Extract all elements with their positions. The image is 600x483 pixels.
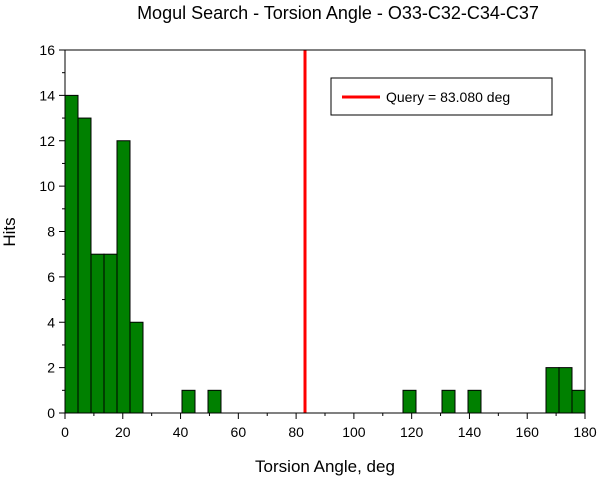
x-tick-label: 120 <box>400 424 424 440</box>
histogram-bar <box>571 389 586 414</box>
histogram-bar <box>64 94 79 414</box>
x-tick-label: 100 <box>342 424 366 440</box>
histogram-bar <box>103 253 118 414</box>
histogram-bar <box>207 389 222 414</box>
y-tick-label: 10 <box>39 178 55 194</box>
histogram-bar <box>441 389 456 414</box>
y-tick-label: 14 <box>39 87 55 103</box>
x-tick-label: 20 <box>115 424 131 440</box>
chart-title: Mogul Search - Torsion Angle - O33-C32-C… <box>137 3 539 23</box>
y-tick-label: 16 <box>39 42 55 58</box>
x-tick-label: 80 <box>288 424 304 440</box>
histogram-bar <box>181 389 196 414</box>
x-tick-label: 40 <box>173 424 189 440</box>
y-tick-label: 4 <box>47 314 55 330</box>
histogram-bar <box>116 140 131 414</box>
y-tick-label: 0 <box>47 405 55 421</box>
y-tick-label: 12 <box>39 133 55 149</box>
x-axis-ticks: 0 20 40 60 80 100 120 140 160 180 <box>61 413 597 440</box>
legend-query-label: Query = 83.080 deg <box>386 89 510 105</box>
histogram-bar <box>129 321 144 414</box>
x-tick-label: 140 <box>458 424 482 440</box>
x-tick-label: 160 <box>516 424 540 440</box>
bars-layer <box>64 94 586 414</box>
histogram-bar <box>545 367 560 414</box>
y-tick-label: 2 <box>47 360 55 376</box>
histogram-bar <box>90 253 105 414</box>
histogram-bar <box>558 367 573 414</box>
x-tick-label: 0 <box>61 424 69 440</box>
histogram-bar <box>77 117 92 414</box>
legend: Query = 83.080 deg <box>330 77 553 116</box>
x-axis-title: Torsion Angle, deg <box>255 457 395 476</box>
x-tick-label: 60 <box>231 424 247 440</box>
histogram-bar <box>467 389 482 414</box>
y-axis-title: Hits <box>0 217 19 246</box>
y-tick-label: 6 <box>47 269 55 285</box>
y-axis-ticks: 0 2 4 6 8 10 12 14 16 <box>39 42 65 421</box>
y-tick-label: 8 <box>47 224 55 240</box>
x-tick-label: 180 <box>573 424 597 440</box>
histogram-bar <box>402 389 417 414</box>
